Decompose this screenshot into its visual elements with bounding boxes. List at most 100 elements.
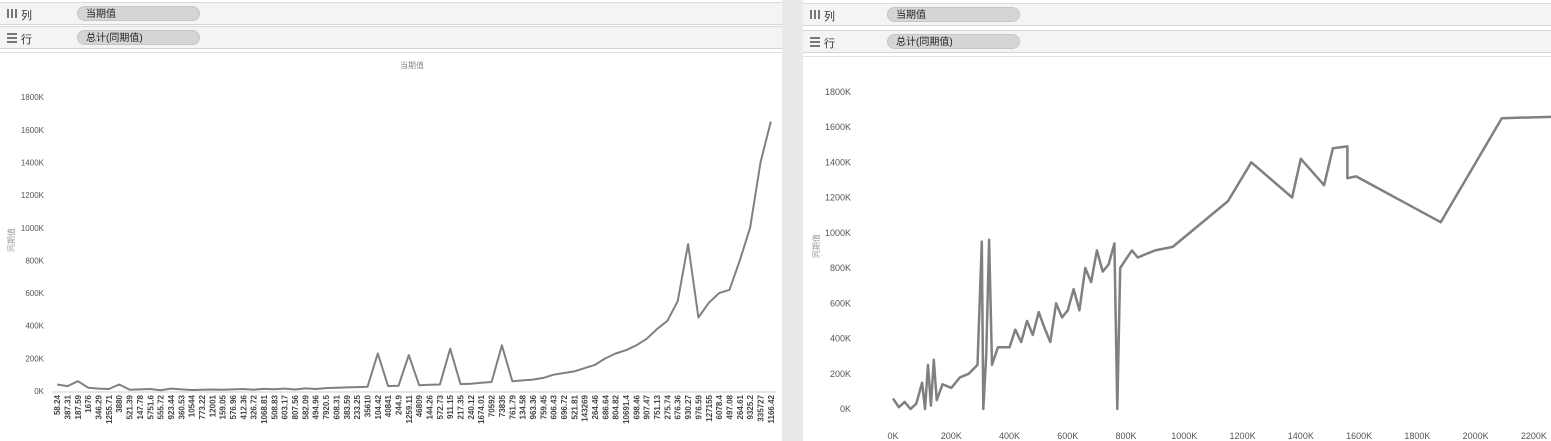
x-tick-label: 930.27 [684,394,693,419]
x-tick-label: 807.56 [291,394,300,419]
x-tick-label: 1400K [1288,431,1314,441]
x-tick-label: 521.39 [126,394,135,419]
x-tick-label: 698.46 [632,394,641,419]
x-tick-label: 275.74 [663,394,672,419]
left-chart-area: 当期值 同期值 0K 200K 400K 600K 800K 1000K 1200K 1400K 1… [0,52,782,441]
x-tick-label: 264.61 [736,394,745,419]
y-tick-label: 1200K [21,191,45,200]
x-tick-label: 923.44 [167,394,176,419]
y-tick-label: 1600K [825,122,851,132]
x-tick-label: 7920.5 [322,394,331,419]
x-tick-label: 70592 [488,394,497,417]
y-tick-label: 0K [840,404,851,414]
rows-shelf[interactable]: 行 总计(同期值) [0,26,782,49]
x-tick-label: 494.96 [312,394,321,419]
columns-grid-icon [810,10,820,19]
x-tick-label: 508.83 [270,394,279,419]
rows-grid-icon [810,37,820,47]
x-tick-label: 759.45 [539,394,548,419]
y-tick-label: 800K [25,256,44,265]
columns-shelf[interactable]: 列 当期值 [0,2,782,25]
x-tick-label: 497.08 [725,394,734,419]
x-tick-label: 963.36 [529,394,538,419]
right-line-chart: 同期值 0K 200K 400K 600K 800K 1000K 1200K 1400K 1600… [811,87,1551,441]
x-tick-label: 35610 [363,394,372,417]
x-tick-label: 240.12 [467,394,476,419]
x-tick-label: 387.31 [64,394,73,419]
y-tick-label: 0K [34,387,44,396]
x-tick-label: 3880 [115,394,124,412]
x-tick-label: 976.59 [694,394,703,419]
y-tick-label: 1000K [21,224,45,233]
x-tick-label: 159.05 [219,394,228,419]
y-tick-label: 1600K [21,126,45,135]
x-tick-label: 346.29 [95,394,104,419]
y-tick-label: 1000K [825,228,851,238]
x-tick-label: 326.72 [250,394,259,419]
rows-shelf-label: 行 [21,34,32,46]
x-tick-label: 147.78 [136,394,145,419]
x-tick-label: 200K [941,431,962,441]
columns-pill[interactable]: 当期值 [887,7,1020,22]
x-tick-label: 58.24 [53,394,62,415]
x-tick-label: 555.72 [157,394,166,419]
x-tick-label: 9325.2 [746,394,755,419]
x-tick-label: 12001 [208,394,217,417]
x-tick-label: 1600K [1346,431,1372,441]
x-tick-label: 1000K [1171,431,1197,441]
right-chart-area: 同期值 0K 200K 400K 600K 800K 1000K 1200K 1400K 1600… [803,56,1551,441]
x-tick-label: 46809 [415,394,424,417]
y-tick-label: 400K [830,334,851,344]
x-tick-label: 1259.11 [405,394,414,423]
y-tick-label: 1400K [825,157,851,167]
y-tick-label: 600K [25,289,44,298]
x-tick-label: 264.46 [591,394,600,419]
x-tick-label: 572.73 [436,394,445,419]
y-axis-label: 同期值 [811,234,821,258]
rows-grid-icon [7,33,17,43]
x-tick-label: 1676 [84,394,93,412]
columns-shelf-label: 列 [824,11,835,23]
y-tick-label: 1400K [21,158,45,167]
x-tick-label: 773.22 [198,394,207,419]
x-tick-label: 10691.4 [622,394,631,423]
x-tick-label: 1200K [1230,431,1256,441]
y-tick-label: 800K [830,263,851,273]
columns-pill[interactable]: 当期值 [77,6,200,21]
x-tick-label: 143269 [581,394,590,421]
y-tick-label: 600K [830,298,851,308]
x-tick-label: 233.25 [353,394,362,419]
x-tick-label: 335727 [756,394,765,421]
x-tick-label: 383.59 [343,394,352,419]
y-tick-label: 200K [25,354,44,363]
rows-pill[interactable]: 总计(同期值) [887,34,1020,49]
x-tick-label: 608.31 [332,394,341,419]
x-tick-label: 104.42 [374,394,383,419]
y-tick-label: 400K [25,322,44,331]
x-tick-label: 582.09 [301,394,310,419]
left-worksheet: 列 当期值 行 总计(同期值) 当期值 同期值 0K 200K 400K 600K 800K… [0,0,782,441]
x-tick-label: 0K [887,431,898,441]
columns-shelf-label: 列 [21,10,32,22]
rows-shelf-label: 行 [824,38,835,50]
rows-pill[interactable]: 总计(同期值) [77,30,200,45]
x-tick-label: 804.82 [612,394,621,419]
x-tick-label: 1800K [1404,431,1430,441]
x-tick-label: 134.58 [519,394,528,419]
x-tick-label: 187.59 [74,394,83,419]
x-tick-label: 2000K [1463,431,1489,441]
x-tick-label: 400K [999,431,1020,441]
x-tick-label: 144.26 [426,394,435,419]
x-tick-label: 676.36 [674,394,683,419]
x-tick-label: 576.96 [229,394,238,419]
y-tick-label: 1800K [21,93,45,102]
rows-shelf[interactable]: 行 总计(同期值) [803,30,1551,53]
columns-shelf[interactable]: 列 当期值 [803,3,1551,26]
right-worksheet: 列 当期值 行 总计(同期值) 同期值 0K 200K 400K 600K 800K 100… [803,0,1551,441]
x-tick-label: 606.43 [550,394,559,419]
y-tick-label: 1800K [825,87,851,97]
series-line [891,115,1551,411]
columns-grid-icon [7,9,17,18]
x-tick-label: 2200K [1521,431,1547,441]
x-tick-label: 1166.42 [767,394,776,423]
